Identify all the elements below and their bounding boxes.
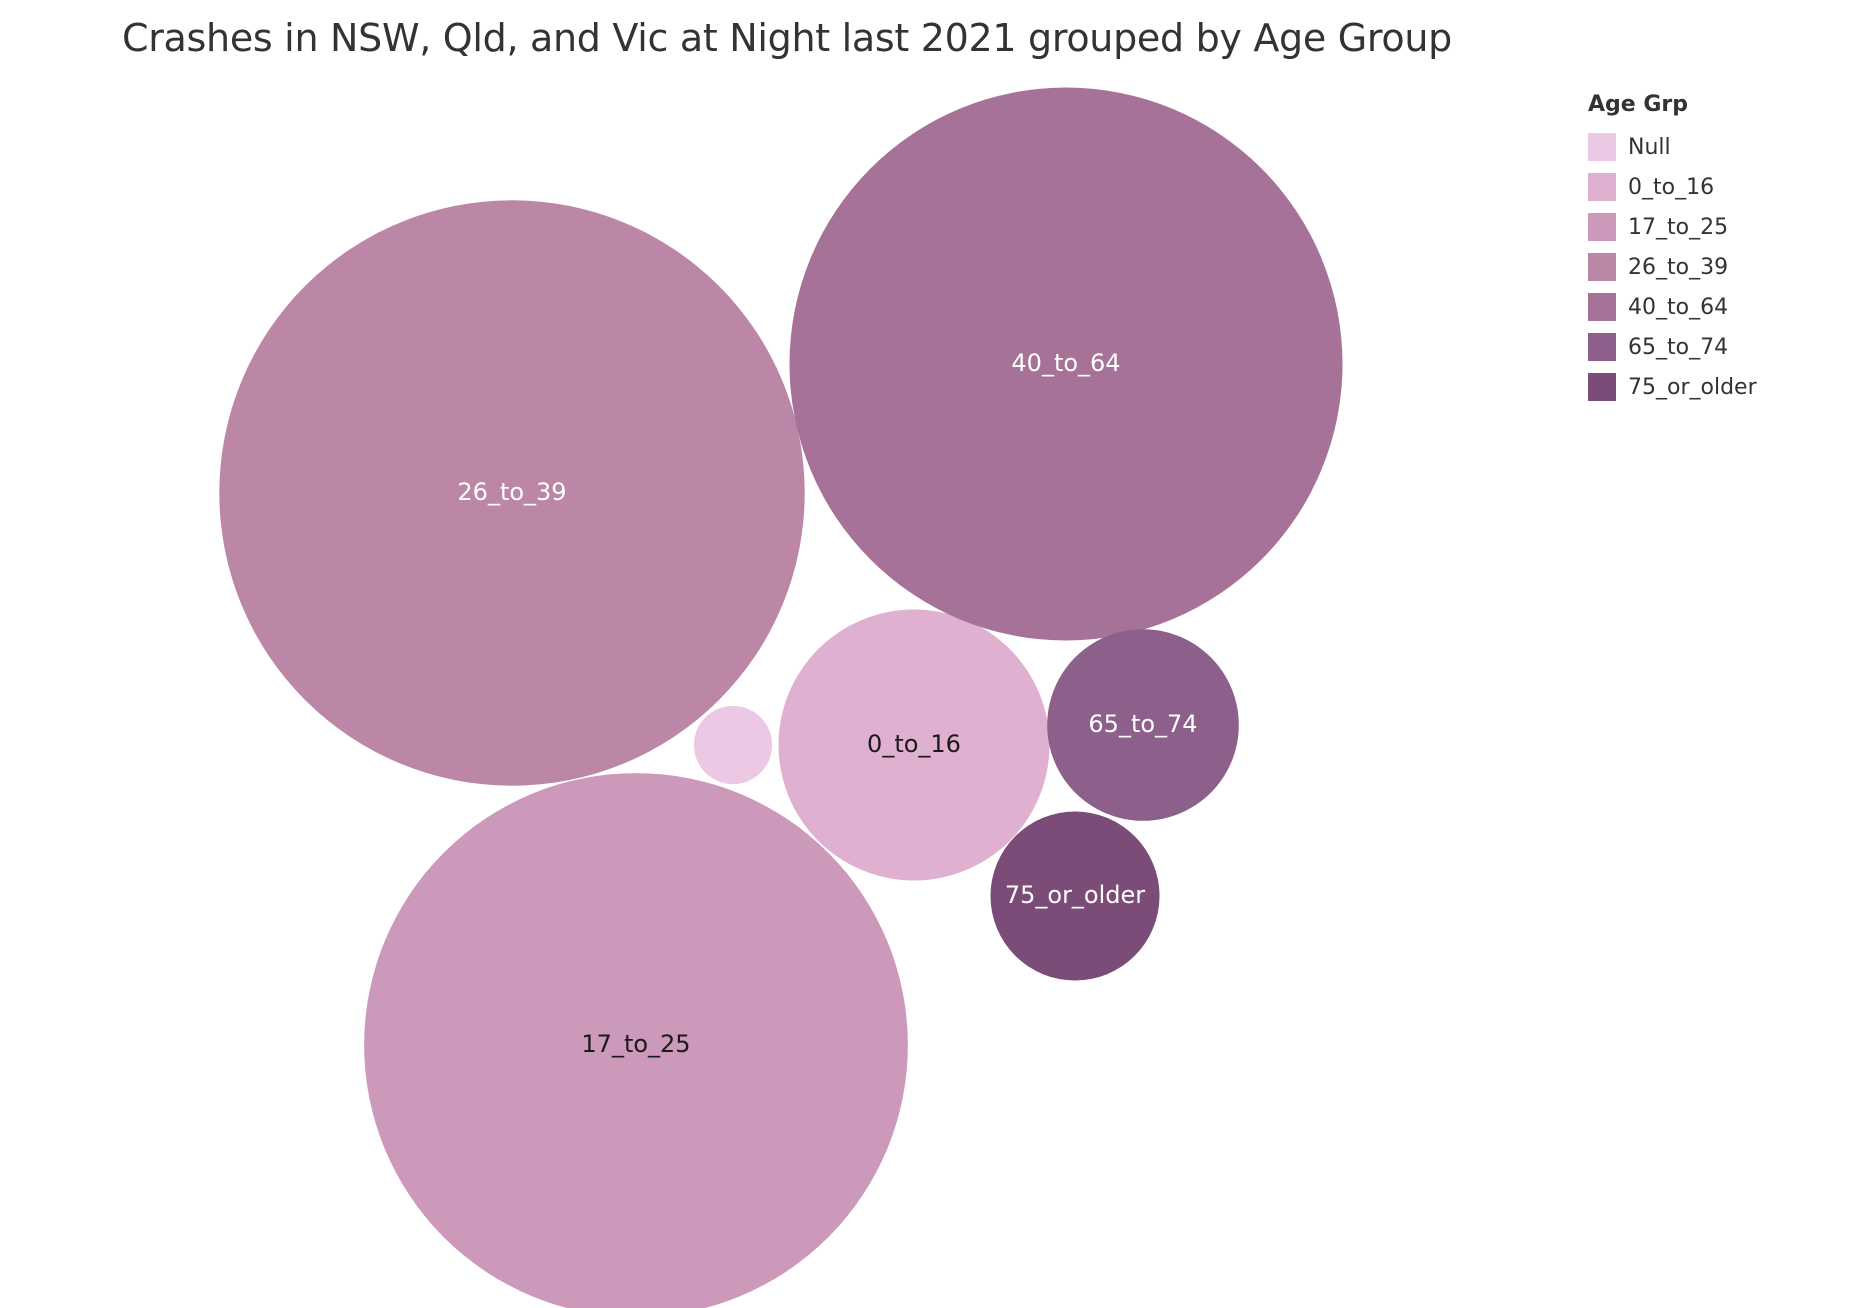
legend-swatch bbox=[1588, 213, 1616, 241]
legend-item[interactable]: 26_to_39 bbox=[1588, 247, 1757, 287]
bubble-65-to-74[interactable] bbox=[1047, 629, 1239, 821]
legend-swatch bbox=[1588, 253, 1616, 281]
legend-swatch bbox=[1588, 333, 1616, 361]
legend-item[interactable]: 0_to_16 bbox=[1588, 167, 1757, 207]
legend-label: 0_to_16 bbox=[1628, 174, 1715, 200]
legend-label: 75_or_older bbox=[1628, 374, 1757, 400]
legend-title: Age Grp bbox=[1588, 92, 1689, 117]
bubble-label: 40_to_64 bbox=[1011, 349, 1120, 377]
bubble-label: 26_to_39 bbox=[457, 478, 566, 506]
bubble-null[interactable] bbox=[693, 705, 773, 785]
bubble-40-to-64[interactable] bbox=[789, 87, 1343, 641]
legend-label: 26_to_39 bbox=[1628, 254, 1729, 280]
legend-swatch bbox=[1588, 293, 1616, 321]
legend-label: 40_to_64 bbox=[1628, 294, 1729, 320]
legend-label: 65_to_74 bbox=[1628, 334, 1729, 360]
legend-items: Null 0_to_16 17_to_25 26_to_39 40_to_64 65_to… bbox=[1588, 127, 1757, 407]
legend-swatch bbox=[1588, 173, 1616, 201]
bubble-17-to-25[interactable] bbox=[364, 773, 908, 1308]
bubble-label: 65_to_74 bbox=[1088, 710, 1197, 738]
bubble-label: 75_or_older bbox=[1005, 881, 1145, 909]
legend: Age Grp Null 0_to_16 17_to_25 26_to_39 40_to… bbox=[1588, 92, 1757, 407]
legend-item[interactable]: 65_to_74 bbox=[1588, 327, 1757, 367]
legend-label: 17_to_25 bbox=[1628, 214, 1729, 240]
legend-item[interactable]: 40_to_64 bbox=[1588, 287, 1757, 327]
legend-swatch bbox=[1588, 373, 1616, 401]
legend-item[interactable]: Null bbox=[1588, 127, 1757, 167]
bubble-label: 17_to_25 bbox=[581, 1030, 690, 1058]
bubble-0-to-16[interactable] bbox=[778, 609, 1050, 881]
legend-label: Null bbox=[1628, 134, 1671, 160]
legend-swatch bbox=[1588, 133, 1616, 161]
legend-item[interactable]: 17_to_25 bbox=[1588, 207, 1757, 247]
legend-item[interactable]: 75_or_older bbox=[1588, 367, 1757, 407]
bubble-label: 0_to_16 bbox=[867, 730, 961, 758]
chart-title: Crashes in NSW, Qld, and Vic at Night la… bbox=[122, 16, 1452, 60]
bubble-75-or-older[interactable] bbox=[990, 811, 1160, 981]
bubble-26-to-39[interactable] bbox=[219, 200, 805, 786]
